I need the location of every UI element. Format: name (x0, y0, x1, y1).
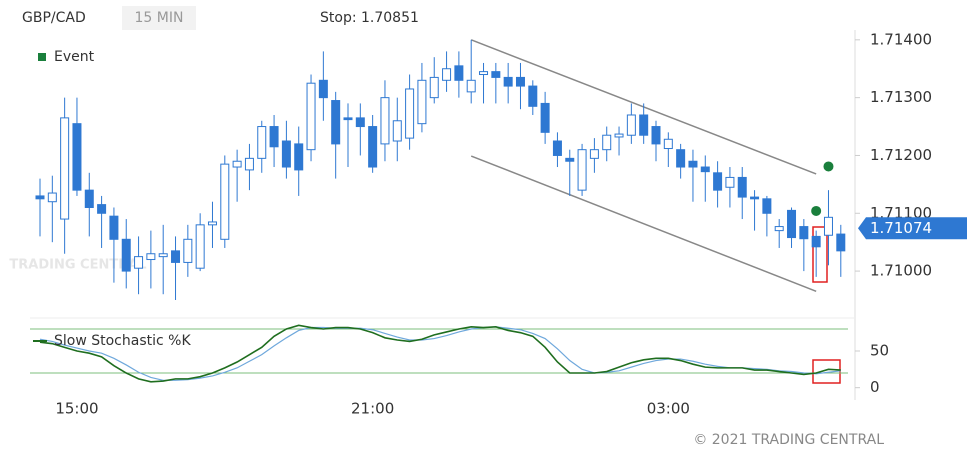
interval-badge (122, 6, 196, 30)
candle-body (121, 238, 131, 272)
candle-body (663, 138, 673, 150)
highlight-box (812, 359, 841, 384)
candle-body (368, 126, 378, 168)
candle-body (281, 140, 291, 168)
last-price-label: 1.71074 (870, 219, 932, 237)
candle-body (602, 134, 612, 151)
candle-body (466, 79, 476, 93)
candle-body (195, 224, 205, 269)
candle-body (823, 216, 833, 236)
candle-body (836, 233, 846, 252)
candle-body (552, 140, 562, 156)
candle-body (799, 226, 809, 240)
candle-body (72, 123, 82, 191)
candle-body (405, 88, 415, 139)
candle-body (676, 149, 686, 168)
candle-body (515, 76, 525, 87)
stop-label: Stop: 1.70851 (320, 10, 419, 26)
y-tick-label: 1.71100 (870, 204, 932, 222)
candle-body (220, 163, 230, 240)
last-price-tag (858, 217, 967, 240)
legend-label: Slow Stochastic %K (54, 333, 191, 349)
candle-body (331, 100, 341, 145)
candle-body (750, 196, 760, 200)
candle-body (528, 85, 538, 107)
y-tick-label: 0 (870, 378, 880, 396)
y-tick-label: 1.71000 (870, 262, 932, 280)
candle-body (787, 209, 797, 239)
legend-label: Event (54, 49, 95, 65)
candle-body (392, 120, 402, 142)
candle-body (725, 176, 735, 188)
candle-body (713, 172, 723, 191)
candle-body (355, 117, 365, 128)
candle-body (589, 149, 599, 159)
candle-body (417, 79, 427, 125)
stochastic-line (39, 326, 841, 381)
candle-body (491, 71, 501, 78)
candle-body (479, 71, 489, 76)
candle-body (688, 160, 698, 168)
candle-body (171, 250, 181, 263)
candle-body (232, 160, 242, 168)
candle-body (540, 102, 550, 133)
candle-body (269, 126, 279, 148)
stochastic-line (39, 324, 841, 383)
candle-body (306, 82, 316, 151)
candle-body (47, 192, 57, 203)
candle-body (97, 204, 107, 214)
y-tick-label: 50 (870, 342, 889, 360)
candle-body (614, 133, 624, 138)
candle-body (84, 189, 94, 208)
candle-body (700, 166, 710, 173)
candle-body (811, 235, 821, 248)
legend-swatch (38, 53, 46, 61)
x-tick-label: 03:00 (647, 400, 690, 418)
candle-body (146, 253, 156, 261)
candle-body (565, 157, 575, 162)
watermark: TRADING CENTRAL (9, 258, 146, 273)
candle-body (109, 215, 119, 240)
event-marker (811, 205, 822, 216)
candle-body (244, 157, 254, 171)
event-marker (823, 161, 834, 172)
candle-body (318, 79, 328, 99)
candle-body (207, 221, 217, 226)
candle-body (380, 97, 390, 145)
candle-body (503, 76, 513, 87)
candle-body (454, 65, 464, 81)
copyright: © 2021 TRADING CENTRAL (693, 432, 884, 448)
candle-body (343, 117, 353, 121)
candle-body (577, 149, 587, 191)
y-tick-label: 1.71400 (870, 30, 932, 48)
candle-body (257, 126, 267, 159)
candle-body (774, 226, 784, 232)
symbol: GBP/CAD (22, 10, 86, 26)
candle-body (35, 195, 45, 200)
candle-body (429, 76, 439, 99)
x-tick-label: 21:00 (351, 400, 394, 418)
highlight-box (812, 226, 828, 283)
candle-body (60, 117, 70, 220)
candle-body (762, 198, 772, 214)
y-tick-label: 1.71200 (870, 146, 932, 164)
interval: 15 MIN (135, 10, 184, 26)
candle-body (134, 256, 144, 269)
candle-body (183, 238, 193, 263)
x-tick-label: 15:00 (55, 400, 98, 418)
candle-body (442, 68, 452, 81)
y-tick-label: 1.71300 (870, 88, 932, 106)
candle-body (158, 253, 168, 258)
candle-body (737, 176, 747, 198)
candle-body (651, 126, 661, 145)
channel-line (470, 155, 817, 293)
candle-body (626, 114, 636, 136)
candle-body (639, 114, 649, 136)
candle-body (294, 143, 304, 171)
